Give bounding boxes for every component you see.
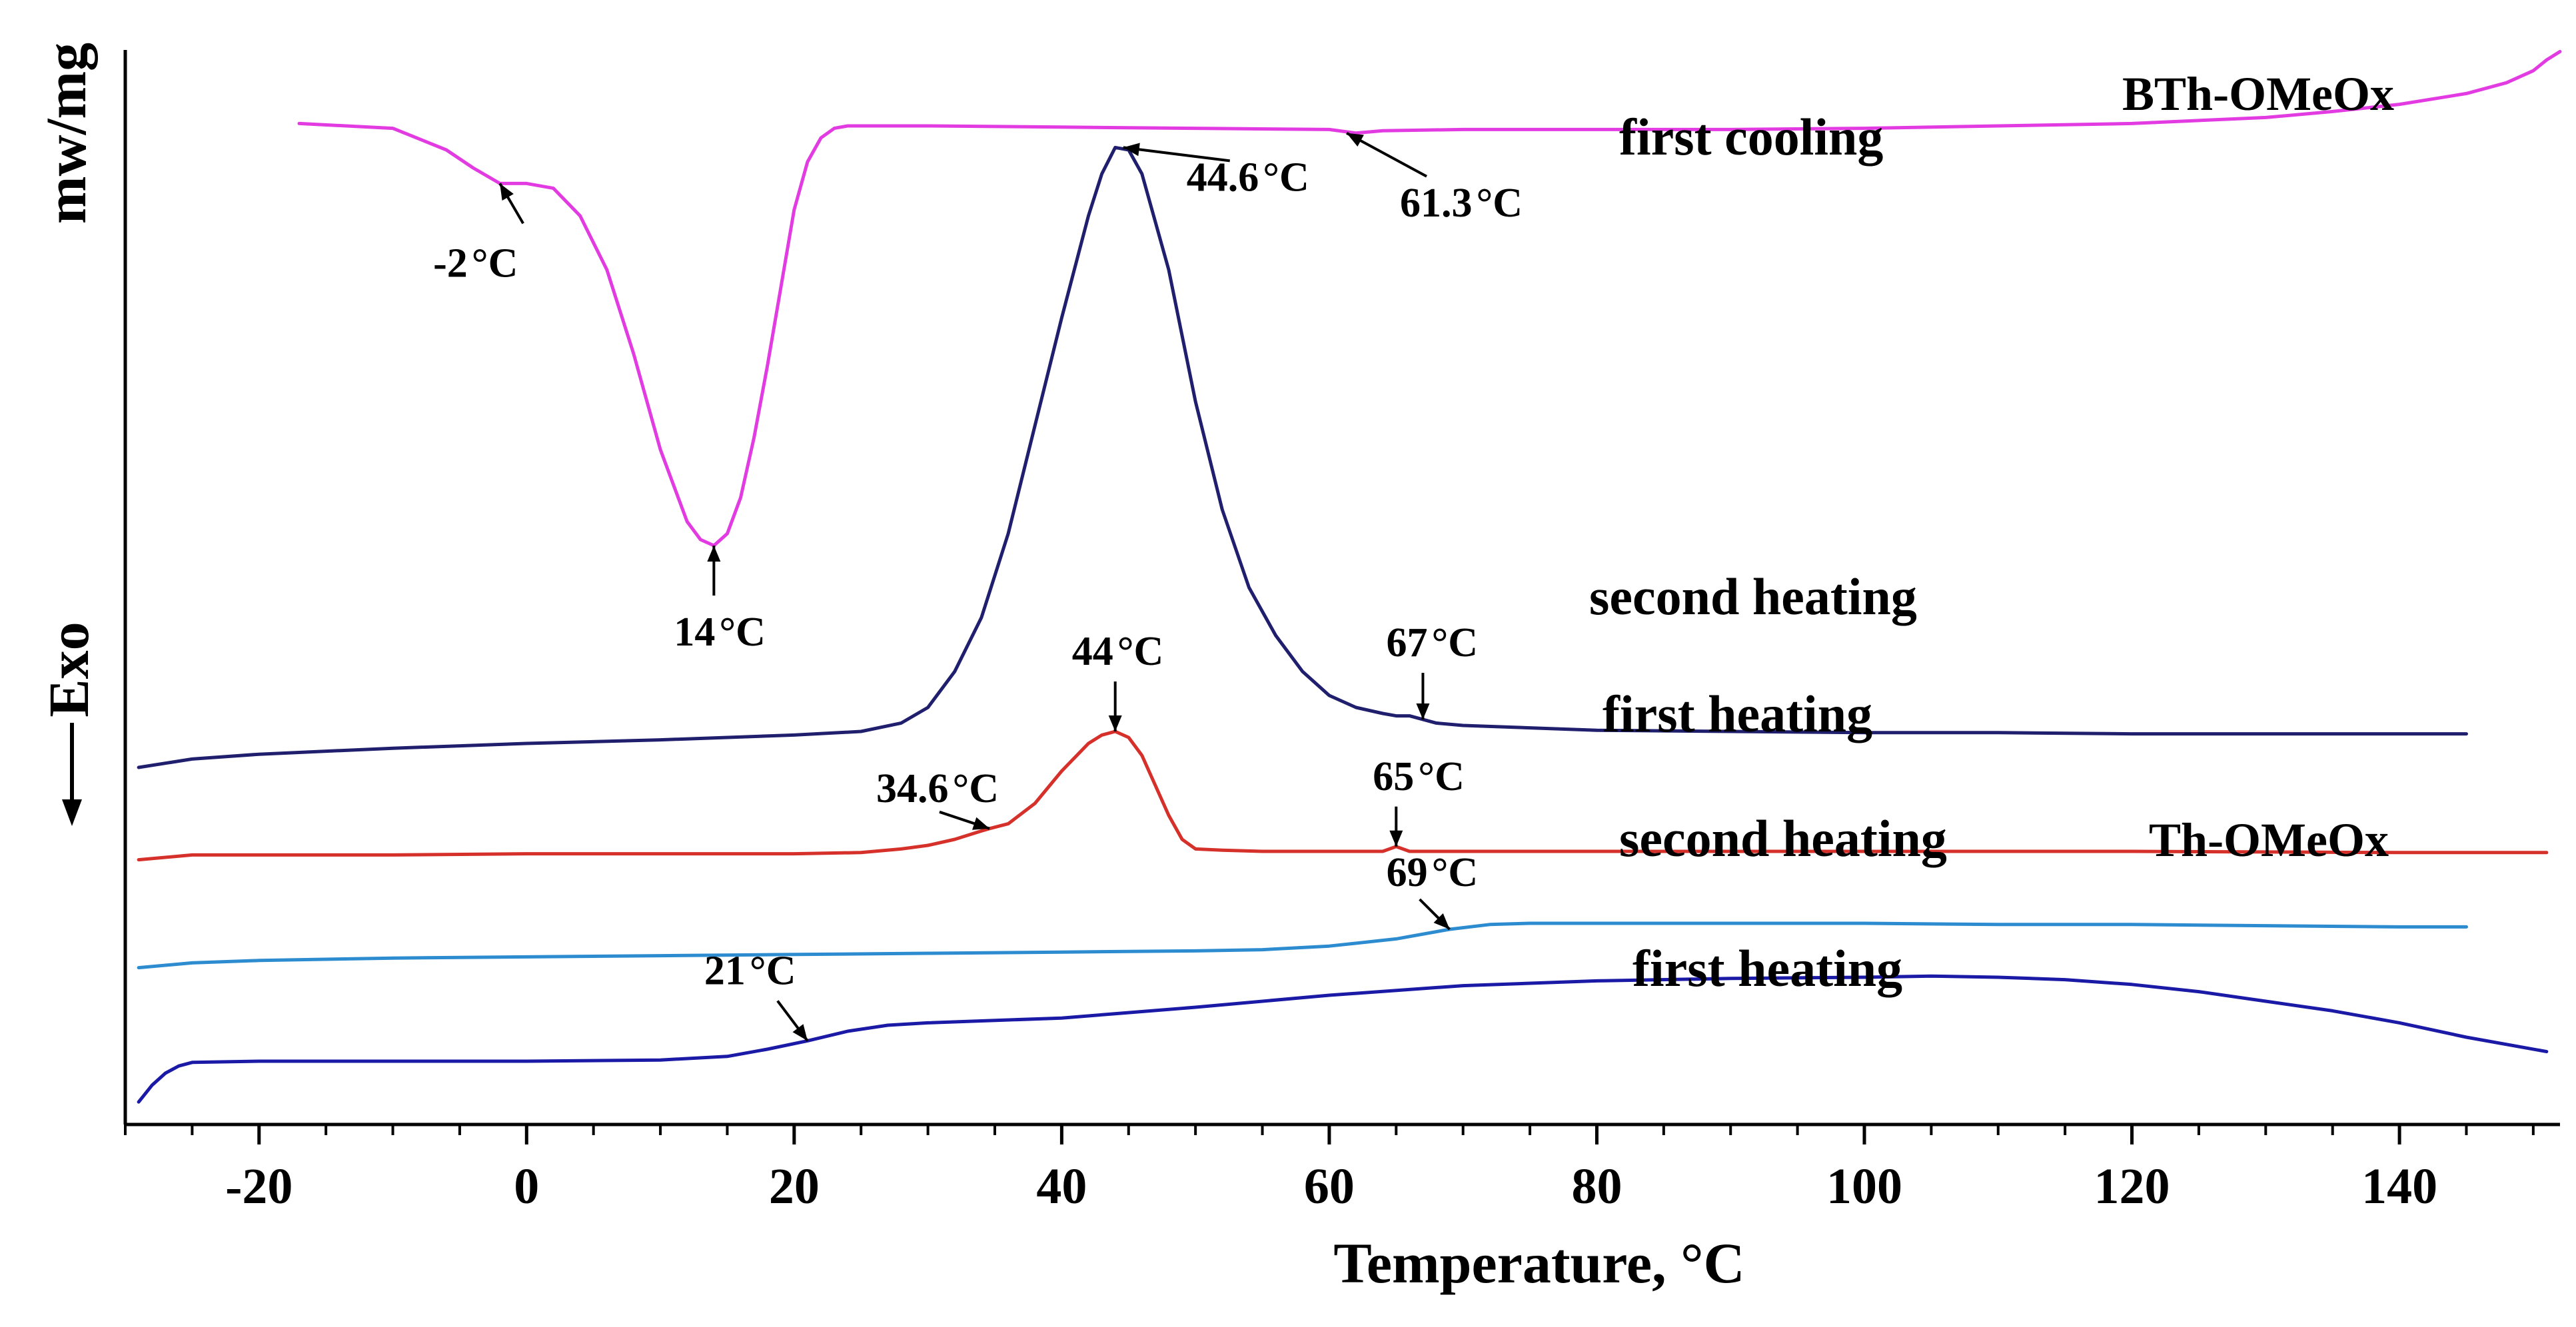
x-tick-label: 40	[1036, 1158, 1087, 1214]
exo-arrow-head	[62, 799, 82, 826]
annotation-0: -2°C	[433, 183, 524, 286]
x-tick-label: 20	[769, 1158, 820, 1214]
annotation-arrow-head	[792, 1024, 808, 1041]
x-tick-label: 0	[514, 1158, 539, 1214]
x-tick-label: 120	[2094, 1158, 2170, 1214]
series-line-0	[297, 49, 2562, 548]
annotation-arrow-head	[1416, 703, 1430, 719]
series	[137, 49, 2562, 1104]
annotation-8: 69°C	[1387, 850, 1479, 931]
annotation-label: 44.6°C	[1187, 155, 1309, 200]
x-axis-title: Temperature, °C	[1333, 1231, 1744, 1295]
annotation-1: 14°C	[674, 546, 766, 655]
annotation-label: 61.3°C	[1400, 181, 1523, 226]
x-axis-tick-labels: -20 0 20 40 60 80 100 120 140	[225, 1158, 2437, 1214]
annotation-9: 21°C	[704, 948, 809, 1042]
annotation-2: 44.6°C	[1123, 143, 1309, 200]
label-bth-second-heating: second heating	[1589, 568, 1917, 626]
annotation-label: 34.6°C	[876, 766, 999, 811]
annotation-6: 34.6°C	[876, 766, 999, 830]
annotation-arrow-shaft	[1123, 146, 1230, 163]
label-first-cooling: first cooling	[1619, 108, 1883, 166]
annotation-4: 67°C	[1386, 620, 1478, 719]
annotation-arrow-head	[1433, 913, 1450, 929]
sample-label-th-omeox: Th-OMeOx	[2149, 813, 2389, 867]
exo-label: Exo	[37, 622, 101, 717]
annotation-arrow-head	[500, 183, 514, 201]
x-tick-label: 100	[1826, 1158, 1902, 1214]
annotation-3: 61.3°C	[1346, 132, 1523, 226]
label-th-second-heating: second heating	[1619, 809, 1947, 867]
series-line-3	[137, 921, 2468, 970]
annotation-label: 21°C	[704, 948, 796, 993]
annotation-label: 14°C	[674, 610, 766, 655]
annotation-arrow-head	[1389, 830, 1403, 847]
x-axis-major-ticks	[257, 1124, 2401, 1144]
x-tick-label: 140	[2361, 1158, 2437, 1214]
x-tick-label: 60	[1304, 1158, 1355, 1214]
series-line-4	[137, 974, 2549, 1104]
x-axis-minor-ticks	[124, 1124, 2535, 1135]
annotation-arrow-head	[1123, 143, 1140, 157]
annotation-5: 44°C	[1072, 629, 1164, 731]
annotation-label: 69°C	[1387, 850, 1479, 895]
series-line-1	[137, 145, 2468, 769]
annotation-label: 67°C	[1386, 620, 1478, 665]
annotation-7: 65°C	[1373, 754, 1465, 847]
axes: -20 0 20 40 60 80 100 120 140	[123, 50, 2560, 1214]
annotation-label: -2°C	[433, 240, 518, 286]
sample-label-bth-omeox: BTh-OMeOx	[2122, 67, 2394, 121]
annotation-arrow-head	[1108, 715, 1122, 731]
labels: first cooling second heating first heati…	[34, 43, 2394, 1295]
annotation-arrow-head	[1347, 133, 1364, 147]
label-th-first-heating: first heating	[1632, 939, 1902, 997]
y-axis-title: mw/mg	[34, 43, 98, 224]
annotations: -2°C 14°C 44.6°C 61.3°C 67°C 44°C 34.6°C 65°C 69…	[433, 132, 1523, 1042]
annotation-arrow-head	[972, 817, 989, 830]
exo-indicator: Exo	[37, 622, 101, 826]
annotation-arrow-head	[707, 546, 721, 562]
annotation-label: 44°C	[1072, 629, 1164, 674]
x-tick-label: 80	[1571, 1158, 1622, 1214]
annotation-label: 65°C	[1373, 754, 1465, 799]
label-bth-first-heating: first heating	[1603, 685, 1872, 743]
x-tick-label: -20	[225, 1158, 293, 1214]
